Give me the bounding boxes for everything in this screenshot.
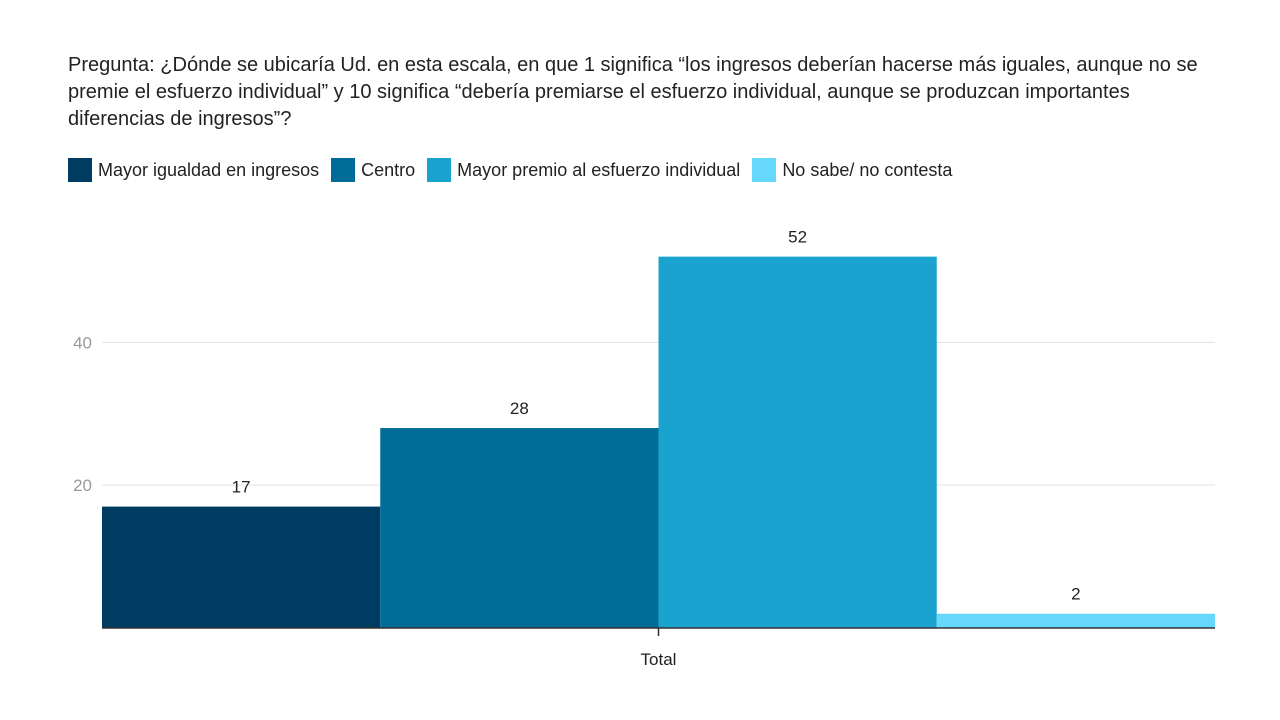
bar-1	[102, 506, 381, 628]
data-label-1: 17	[232, 478, 251, 497]
legend-swatch	[68, 158, 92, 182]
bar-2	[380, 428, 659, 628]
legend-swatch	[331, 158, 356, 182]
legend-item-2: Centro	[331, 158, 415, 182]
legend-item-4: No sabe/ no contesta	[752, 158, 952, 182]
data-label-3: 52	[788, 228, 807, 247]
data-label-2: 28	[510, 399, 529, 418]
data-label-4: 2	[1071, 585, 1080, 604]
bar-4	[936, 613, 1215, 628]
legend-swatch	[427, 158, 452, 182]
legend-item-3: Mayor premio al esfuerzo individual	[427, 158, 740, 182]
bar-3	[658, 256, 937, 628]
legend-swatch	[752, 158, 777, 182]
legend-label: No sabe/ no contesta	[782, 159, 953, 180]
y-tick-label-40: 40	[73, 333, 92, 352]
legend-label: Centro	[361, 159, 416, 180]
legend-label: Mayor premio al esfuerzo individual	[457, 159, 741, 180]
legend-label: Mayor igualdad en ingresos	[98, 159, 320, 180]
chart-title: Pregunta: ¿Dónde se ubicaría Ud. en esta…	[68, 54, 1198, 130]
legend: Mayor igualdad en ingresos Centro Mayor pr…	[68, 158, 964, 182]
y-tick-label-20: 20	[73, 476, 92, 495]
x-tick-label: Total	[641, 650, 677, 669]
legend-item-1: Mayor igualdad en ingresos	[68, 158, 319, 182]
